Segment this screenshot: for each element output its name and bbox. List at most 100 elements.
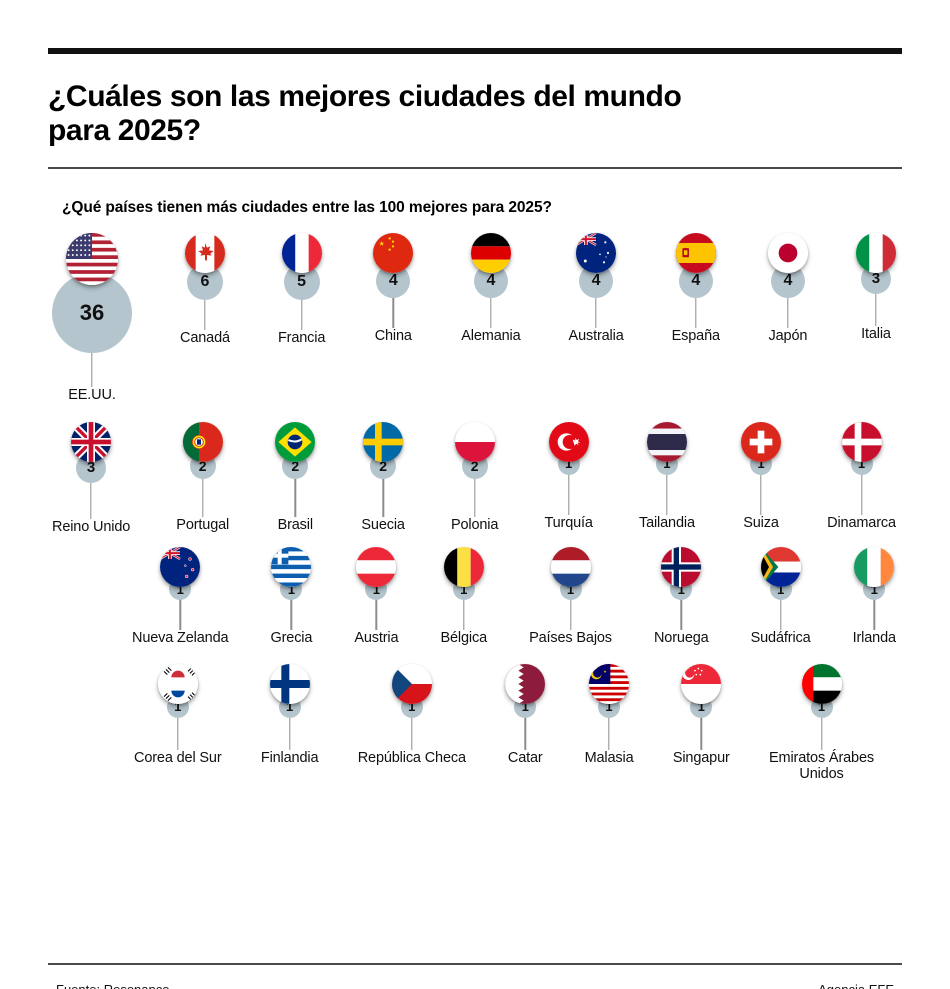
country-label: Dinamarca bbox=[827, 514, 896, 531]
flag-pt-icon bbox=[182, 421, 223, 462]
country-item[interactable]: 1 Turquía bbox=[544, 421, 593, 531]
infographic-page: ¿Cuáles son las mejores ciudades del mun… bbox=[0, 48, 950, 989]
country-label: Catar bbox=[507, 749, 543, 766]
country-item[interactable]: 1 República Checa bbox=[357, 664, 466, 766]
country-item[interactable]: 36 EE.UU. bbox=[52, 232, 132, 404]
value-bubble-wrap: 3 bbox=[860, 263, 891, 326]
country-item[interactable]: 4 China bbox=[373, 232, 414, 344]
country-item[interactable]: 1 Nueva Zelanda bbox=[132, 547, 229, 647]
country-item[interactable]: 4 España bbox=[672, 232, 720, 344]
country-item[interactable]: 4 Japón bbox=[767, 232, 808, 344]
country-item[interactable]: 1 Irlanda bbox=[853, 547, 896, 646]
country-item[interactable]: 2 Portugal bbox=[176, 421, 229, 533]
leader-line bbox=[873, 589, 875, 631]
country-row: 3 Reino Unido 2 Portugal 2 Brasil 2 Suecia 2 Polo… bbox=[48, 421, 902, 535]
value-text: 2 bbox=[379, 457, 387, 474]
value-bubble-wrap: 2 bbox=[370, 452, 397, 517]
country-row: 36 EE.UU. 6 Canadá 5 Francia 4 China 4 Alemania 4 A… bbox=[48, 232, 902, 404]
country-label: Suecia bbox=[361, 516, 405, 533]
flag-br-icon bbox=[275, 421, 316, 462]
country-label: Polonia bbox=[450, 516, 499, 533]
country-label: Bélgica bbox=[440, 630, 488, 647]
leader-line bbox=[608, 706, 610, 750]
leader-line bbox=[202, 465, 204, 517]
leader-line bbox=[473, 465, 476, 517]
country-label: Suiza bbox=[743, 514, 779, 531]
country-item[interactable]: 3 Italia bbox=[855, 232, 896, 342]
flag-be-icon bbox=[443, 547, 484, 588]
value-text: 1 bbox=[870, 581, 878, 597]
value-bubble-wrap: 1 bbox=[850, 452, 873, 515]
agency-label: Agencia EFE bbox=[818, 982, 894, 989]
leader-line bbox=[820, 706, 823, 750]
flag-qa-icon bbox=[505, 664, 546, 705]
country-item[interactable]: 1 Austria bbox=[354, 547, 399, 646]
flag-gr-icon bbox=[271, 547, 312, 588]
country-item[interactable]: 3 Reino Unido bbox=[52, 421, 130, 535]
value-bubble-wrap: 4 bbox=[579, 263, 614, 328]
value-text: 1 bbox=[605, 699, 613, 715]
country-label: China bbox=[374, 327, 412, 344]
value-bubble-wrap: 6 bbox=[186, 263, 223, 330]
country-item[interactable]: 1 Catar bbox=[505, 664, 546, 766]
value-text: 1 bbox=[776, 581, 785, 597]
value-text: 1 bbox=[521, 699, 529, 715]
flag-ae-icon bbox=[801, 664, 842, 705]
country-item[interactable]: 1 Emiratos Árabes Unidos bbox=[769, 664, 874, 782]
leader-line bbox=[875, 278, 877, 326]
country-label: Brasil bbox=[277, 516, 314, 533]
country-row: 1 Nueva Zelanda 1 Grecia 1 Austria 1 Bélgica 1 Pa… bbox=[48, 547, 902, 646]
value-text: 4 bbox=[783, 271, 793, 289]
value-text: 36 bbox=[79, 300, 105, 326]
country-label: República Checa bbox=[357, 749, 466, 766]
country-item[interactable]: 1 Finlandia bbox=[261, 664, 319, 766]
country-item[interactable]: 1 Malasia bbox=[585, 664, 634, 766]
value-bubble-wrap: 1 bbox=[655, 452, 678, 515]
flag-ie-icon bbox=[854, 547, 895, 588]
country-item[interactable]: 1 Tailandia bbox=[639, 421, 695, 531]
flag-fi-icon bbox=[269, 664, 310, 705]
leader-line bbox=[463, 589, 465, 631]
value-text: 1 bbox=[663, 456, 671, 472]
country-label: Noruega bbox=[653, 630, 709, 647]
country-item[interactable]: 4 Australia bbox=[569, 232, 624, 344]
country-item[interactable]: 1 Singapur bbox=[672, 664, 730, 766]
value-text: 1 bbox=[565, 456, 573, 472]
leader-line bbox=[204, 281, 206, 330]
country-item[interactable]: 1 Noruega bbox=[654, 547, 709, 646]
value-text: 5 bbox=[297, 272, 307, 290]
country-item[interactable]: 2 Brasil bbox=[275, 421, 316, 533]
flag-my-icon bbox=[589, 664, 630, 705]
country-item[interactable]: 6 Canadá bbox=[180, 232, 230, 346]
country-label: Grecia bbox=[270, 630, 313, 647]
country-row: 1 Corea del Sur 1 Finlandia 1 República Checa… bbox=[48, 664, 902, 782]
country-item[interactable]: 2 Suecia bbox=[361, 421, 405, 533]
country-item[interactable]: 1 Bélgica bbox=[440, 547, 488, 647]
value-bubble-wrap: 4 bbox=[678, 263, 713, 328]
country-label: Corea del Sur bbox=[134, 749, 222, 766]
value-text: 1 bbox=[285, 699, 294, 715]
country-item[interactable]: 4 Alemania bbox=[461, 232, 521, 344]
country-item[interactable]: 1 Corea del Sur bbox=[134, 664, 222, 766]
country-item[interactable]: 1 Países Bajos bbox=[529, 547, 612, 646]
leader-line bbox=[375, 589, 378, 631]
flag-dk-icon bbox=[841, 421, 882, 462]
country-label: Nueva Zelanda bbox=[132, 630, 229, 647]
value-bubble-wrap: 3 bbox=[76, 452, 107, 519]
country-label: Turquía bbox=[544, 514, 593, 531]
country-label: Singapur bbox=[672, 749, 730, 766]
country-item[interactable]: 1 Grecia bbox=[270, 547, 312, 646]
country-label: Irlanda bbox=[852, 630, 896, 647]
country-item[interactable]: 2 Polonia bbox=[450, 421, 499, 533]
flag-kr-icon bbox=[157, 664, 198, 705]
value-bubble-wrap: 36 bbox=[52, 273, 132, 388]
value-bubble-wrap: 4 bbox=[473, 263, 508, 328]
flag-cn-icon bbox=[373, 232, 414, 273]
value-text: 3 bbox=[86, 459, 96, 477]
value-text: 3 bbox=[871, 270, 881, 288]
country-item[interactable]: 1 Dinamarca bbox=[827, 421, 896, 531]
country-item[interactable]: 5 Francia bbox=[278, 232, 325, 346]
country-item[interactable]: 1 Sudáfrica bbox=[751, 547, 811, 646]
flag-pl-icon bbox=[454, 421, 495, 462]
country-item[interactable]: 1 Suiza bbox=[741, 421, 781, 531]
